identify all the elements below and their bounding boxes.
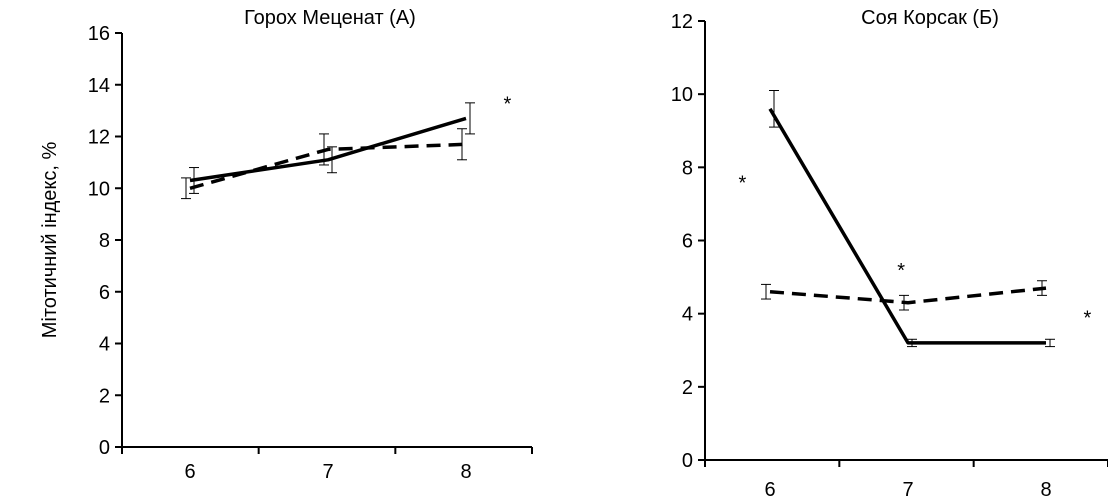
chart-title-pea: Горох Меценат (А)	[244, 7, 416, 29]
x-tick-label-pea: 7	[322, 461, 333, 483]
y-tick-label-pea: 12	[88, 127, 110, 149]
y-tick-label-pea: 14	[88, 75, 110, 97]
series-line-dashed-pea	[189, 142, 467, 190]
x-tick-label-pea: 6	[184, 461, 195, 483]
chart-soy-korsak: Соя Корсак (Б) 0 2 4 6 8 10 12 6 7 8 * * *	[671, 7, 1108, 501]
y-tick-label-soy: 6	[682, 231, 693, 253]
y-tick-label-soy: 12	[671, 11, 693, 33]
chart-pea-mecenat: Горох Меценат (А) 0 2 4 6 8 10 12 14 16 6 7 8 *	[88, 7, 533, 483]
significance-mark-soy: *	[1084, 308, 1092, 330]
y-tick-label-pea: 8	[99, 230, 110, 252]
y-tick-label-soy: 2	[682, 377, 693, 399]
significance-mark-soy: *	[897, 260, 905, 282]
y-tick-label-pea: 6	[99, 282, 110, 304]
y-tick-label-pea: 2	[99, 385, 110, 407]
x-tick-label-soy: 6	[764, 479, 775, 501]
series-line-solid-soy	[768, 107, 1046, 345]
y-tick-label-pea: 16	[88, 23, 110, 45]
y-tick-label-soy: 4	[682, 304, 693, 326]
y-axis-label: Мітотичний індекс, %	[39, 142, 61, 339]
x-tick-label-soy: 7	[902, 479, 913, 501]
significance-mark-soy: *	[739, 172, 747, 194]
chart-title-soy: Соя Корсак (Б)	[861, 7, 999, 29]
y-tick-label-pea: 10	[88, 178, 110, 200]
y-tick-label-soy: 0	[682, 450, 693, 472]
x-tick-label-soy: 8	[1040, 479, 1051, 501]
y-tick-label-soy: 10	[671, 84, 693, 106]
y-tick-label-soy: 8	[682, 157, 693, 179]
series-line-dashed-soy	[769, 286, 1047, 305]
x-tick-label-pea: 8	[460, 461, 471, 483]
y-tick-label-pea: 0	[99, 437, 110, 459]
y-tick-label-pea: 4	[99, 334, 110, 356]
significance-mark-pea: *	[504, 94, 512, 116]
